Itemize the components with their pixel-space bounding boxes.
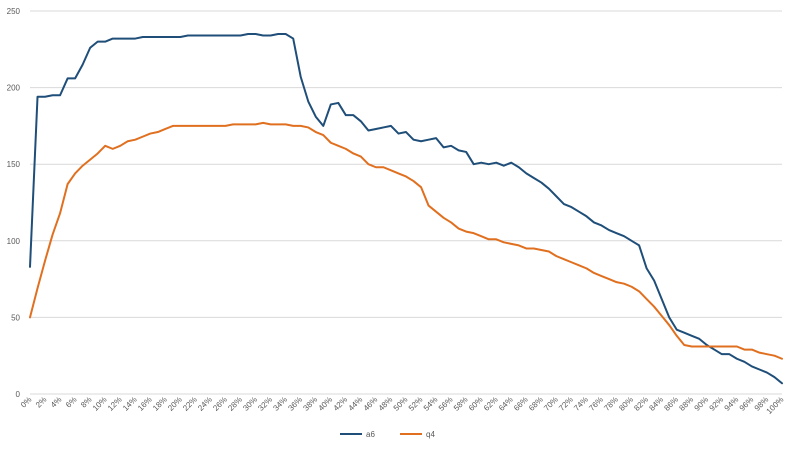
x-tick-label: 68% (527, 395, 545, 413)
x-tick-label: 46% (362, 395, 380, 413)
x-tick-label: 14% (121, 395, 139, 413)
x-tick-label: 56% (437, 395, 455, 413)
y-tick-label: 150 (7, 160, 21, 169)
x-tick-label: 40% (317, 395, 335, 413)
y-tick-label: 100 (7, 237, 21, 246)
x-tick-label: 0% (19, 395, 34, 410)
x-tick-label: 70% (542, 395, 560, 413)
x-tick-label: 34% (271, 395, 289, 413)
x-tick-label: 48% (377, 395, 395, 413)
x-tick-label: 38% (301, 395, 319, 413)
x-tick-label: 58% (452, 395, 470, 413)
y-tick-label: 0 (16, 390, 21, 399)
legend-label-q4: q4 (426, 430, 435, 439)
y-tick-label: 250 (7, 7, 21, 16)
x-tick-label: 6% (64, 395, 79, 410)
x-tick-label: 36% (286, 395, 304, 413)
x-tick-label: 94% (723, 395, 741, 413)
x-tick-label: 32% (256, 395, 274, 413)
x-tick-label: 88% (677, 395, 695, 413)
x-tick-label: 54% (422, 395, 440, 413)
x-axis-ticks: 0% 2% 4% 6% 8%10%12%14%16%18%20%22%24%26%28%… (19, 395, 786, 416)
x-tick-label: 74% (572, 395, 590, 413)
legend-label-a6: a6 (366, 430, 375, 439)
legend: a6 q4 (340, 430, 435, 439)
x-tick-label: 20% (166, 395, 184, 413)
x-tick-label: 42% (332, 395, 350, 413)
x-tick-label: 18% (151, 395, 169, 413)
x-tick-label: 80% (617, 395, 635, 413)
x-tick-label: 72% (557, 395, 575, 413)
x-tick-label: 90% (693, 395, 711, 413)
x-tick-label: 66% (512, 395, 530, 413)
y-axis-ticks: 0 50 100 150 200 250 (7, 7, 21, 399)
x-tick-label: 78% (602, 395, 620, 413)
x-tick-label: 4% (49, 395, 64, 410)
x-tick-label: 62% (482, 395, 500, 413)
x-tick-label: 76% (587, 395, 605, 413)
x-tick-label: 100% (765, 395, 786, 416)
y-tick-label: 200 (7, 84, 21, 93)
x-tick-label: 50% (392, 395, 410, 413)
x-tick-label: 64% (497, 395, 515, 413)
x-tick-label: 30% (241, 395, 259, 413)
x-tick-label: 86% (662, 395, 680, 413)
x-tick-label: 60% (467, 395, 485, 413)
x-tick-label: 10% (91, 395, 109, 413)
gridlines (30, 10, 782, 395)
x-tick-label: 2% (34, 395, 49, 410)
x-tick-label: 12% (106, 395, 124, 413)
x-tick-label: 84% (647, 395, 665, 413)
x-tick-label: 82% (632, 395, 650, 413)
x-tick-label: 26% (211, 395, 229, 413)
x-tick-label: 28% (226, 395, 244, 413)
x-tick-label: 52% (407, 395, 425, 413)
series-lines (29, 32, 783, 385)
x-tick-label: 22% (181, 395, 199, 413)
x-tick-label: 16% (136, 395, 154, 413)
x-tick-label: 44% (347, 395, 365, 413)
x-tick-label: 24% (196, 395, 214, 413)
y-tick-label: 50 (11, 313, 20, 322)
x-tick-label: 92% (708, 395, 726, 413)
series-line-q4 (29, 121, 783, 360)
series-line-a6 (29, 32, 783, 385)
x-tick-label: 96% (738, 395, 756, 413)
